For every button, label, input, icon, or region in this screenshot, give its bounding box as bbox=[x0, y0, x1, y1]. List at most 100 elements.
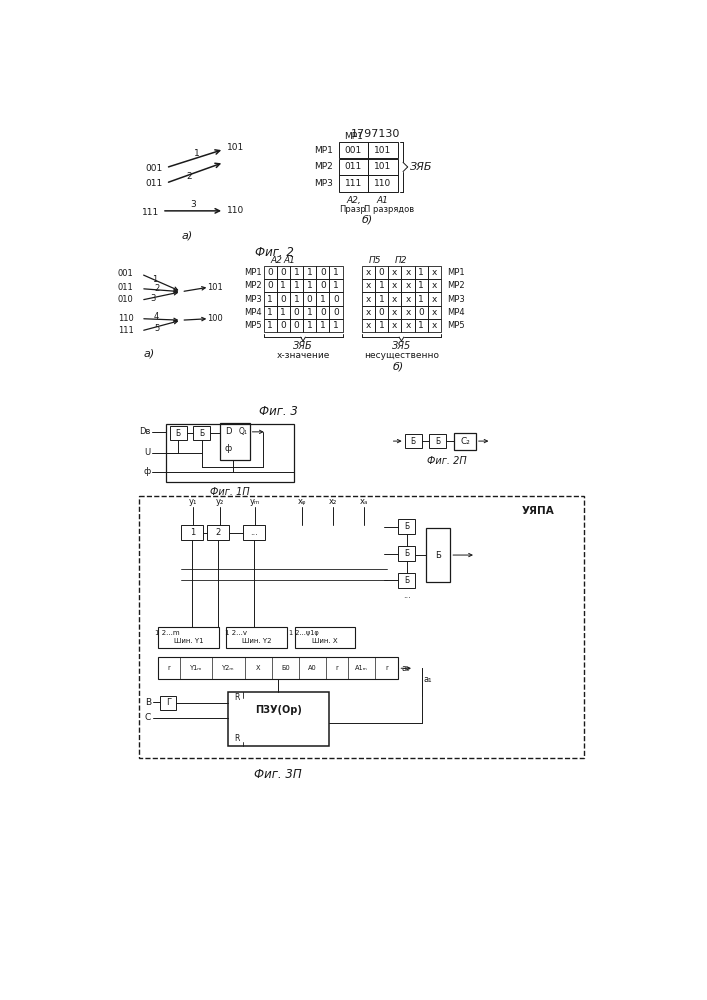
Bar bbox=[166, 424, 293, 482]
Bar bbox=[290, 279, 303, 292]
Bar bbox=[402, 319, 414, 332]
Text: xᵩ: xᵩ bbox=[298, 497, 305, 506]
Text: 1: 1 bbox=[419, 281, 424, 290]
Text: x: x bbox=[432, 321, 437, 330]
Text: 1: 1 bbox=[293, 281, 299, 290]
Bar bbox=[329, 266, 343, 279]
Text: ЗЯ5: ЗЯ5 bbox=[392, 341, 411, 351]
Text: П2: П2 bbox=[395, 256, 408, 265]
Text: б): б) bbox=[393, 361, 404, 371]
Bar bbox=[303, 279, 316, 292]
Text: 0: 0 bbox=[379, 268, 385, 277]
Text: ф: ф bbox=[143, 467, 151, 476]
Text: Шин. Y1: Шин. Y1 bbox=[173, 638, 203, 644]
Bar bbox=[264, 266, 276, 279]
Text: УЯПА: УЯПА bbox=[522, 506, 554, 516]
Bar bbox=[428, 266, 441, 279]
Bar bbox=[264, 306, 276, 319]
Text: x₂: x₂ bbox=[328, 497, 337, 506]
Bar bbox=[375, 279, 388, 292]
Text: 1: 1 bbox=[333, 281, 339, 290]
Text: 0: 0 bbox=[281, 321, 286, 330]
Text: 1: 1 bbox=[333, 268, 339, 277]
Text: x: x bbox=[405, 321, 411, 330]
Text: А2: А2 bbox=[271, 256, 283, 265]
Bar bbox=[316, 306, 329, 319]
Bar bbox=[182, 525, 203, 540]
Bar bbox=[414, 266, 428, 279]
Text: x: x bbox=[392, 308, 397, 317]
Bar bbox=[226, 627, 287, 648]
Text: ф: ф bbox=[224, 444, 231, 453]
Bar bbox=[339, 175, 368, 192]
Text: x: x bbox=[392, 281, 397, 290]
Bar bbox=[339, 142, 368, 158]
Text: 2: 2 bbox=[215, 528, 221, 537]
Text: Фиг. 2: Фиг. 2 bbox=[255, 246, 294, 259]
Text: MP1: MP1 bbox=[244, 268, 262, 277]
Text: 0: 0 bbox=[333, 295, 339, 304]
Text: 101: 101 bbox=[207, 283, 223, 292]
Text: 1: 1 bbox=[379, 281, 385, 290]
Bar bbox=[303, 292, 316, 306]
Text: Б: Б bbox=[436, 437, 440, 446]
Bar bbox=[316, 292, 329, 306]
Bar bbox=[428, 319, 441, 332]
Text: x: x bbox=[392, 268, 397, 277]
Text: 111: 111 bbox=[141, 208, 159, 217]
Bar bbox=[388, 292, 402, 306]
Bar bbox=[339, 158, 368, 175]
Text: Б0: Б0 bbox=[281, 665, 290, 671]
Text: x: x bbox=[366, 308, 371, 317]
Text: y₂: y₂ bbox=[216, 497, 224, 506]
Text: MP1: MP1 bbox=[314, 146, 332, 155]
Text: 0: 0 bbox=[293, 308, 299, 317]
Bar bbox=[290, 266, 303, 279]
Text: x: x bbox=[366, 268, 371, 277]
Bar bbox=[375, 319, 388, 332]
Text: П5: П5 bbox=[369, 256, 381, 265]
Bar bbox=[362, 306, 375, 319]
Text: MP5: MP5 bbox=[244, 321, 262, 330]
Bar bbox=[316, 319, 329, 332]
Text: 1: 1 bbox=[419, 295, 424, 304]
Bar bbox=[290, 319, 303, 332]
Text: a₁: a₁ bbox=[423, 675, 432, 684]
Text: 1 2...m: 1 2...m bbox=[155, 630, 180, 636]
Bar bbox=[264, 292, 276, 306]
Text: Фиг. 3П: Фиг. 3П bbox=[255, 768, 302, 781]
Text: 1: 1 bbox=[153, 275, 158, 284]
Text: 1: 1 bbox=[320, 321, 326, 330]
Text: R: R bbox=[235, 693, 240, 702]
Text: 1: 1 bbox=[307, 268, 312, 277]
Text: МР1: МР1 bbox=[344, 132, 363, 141]
Bar bbox=[329, 292, 343, 306]
Bar bbox=[398, 573, 416, 588]
Bar bbox=[402, 306, 414, 319]
Bar bbox=[303, 266, 316, 279]
Bar bbox=[264, 319, 276, 332]
Text: Y2ₘ: Y2ₘ bbox=[223, 665, 235, 671]
Text: x: x bbox=[405, 268, 411, 277]
Text: Y1ₘ: Y1ₘ bbox=[190, 665, 202, 671]
Text: A1ₘ: A1ₘ bbox=[355, 665, 368, 671]
Text: а): а) bbox=[144, 348, 154, 358]
Text: 3: 3 bbox=[190, 200, 196, 209]
Text: С₂: С₂ bbox=[460, 437, 470, 446]
Text: r: r bbox=[168, 665, 170, 671]
Text: 101: 101 bbox=[374, 162, 392, 171]
Text: ПЗУ(Ор): ПЗУ(Ор) bbox=[255, 705, 302, 715]
Text: 1: 1 bbox=[293, 295, 299, 304]
Text: Шин. X: Шин. X bbox=[312, 638, 337, 644]
Bar bbox=[276, 319, 290, 332]
Text: 0: 0 bbox=[333, 308, 339, 317]
Bar bbox=[398, 519, 416, 534]
Text: yₘ: yₘ bbox=[250, 497, 260, 506]
Text: 1: 1 bbox=[281, 308, 286, 317]
Text: 1: 1 bbox=[267, 295, 273, 304]
Bar bbox=[368, 175, 397, 192]
Text: 0: 0 bbox=[267, 268, 273, 277]
Text: Б: Б bbox=[404, 576, 409, 585]
Text: Б: Б bbox=[199, 429, 204, 438]
Text: 1: 1 bbox=[293, 268, 299, 277]
